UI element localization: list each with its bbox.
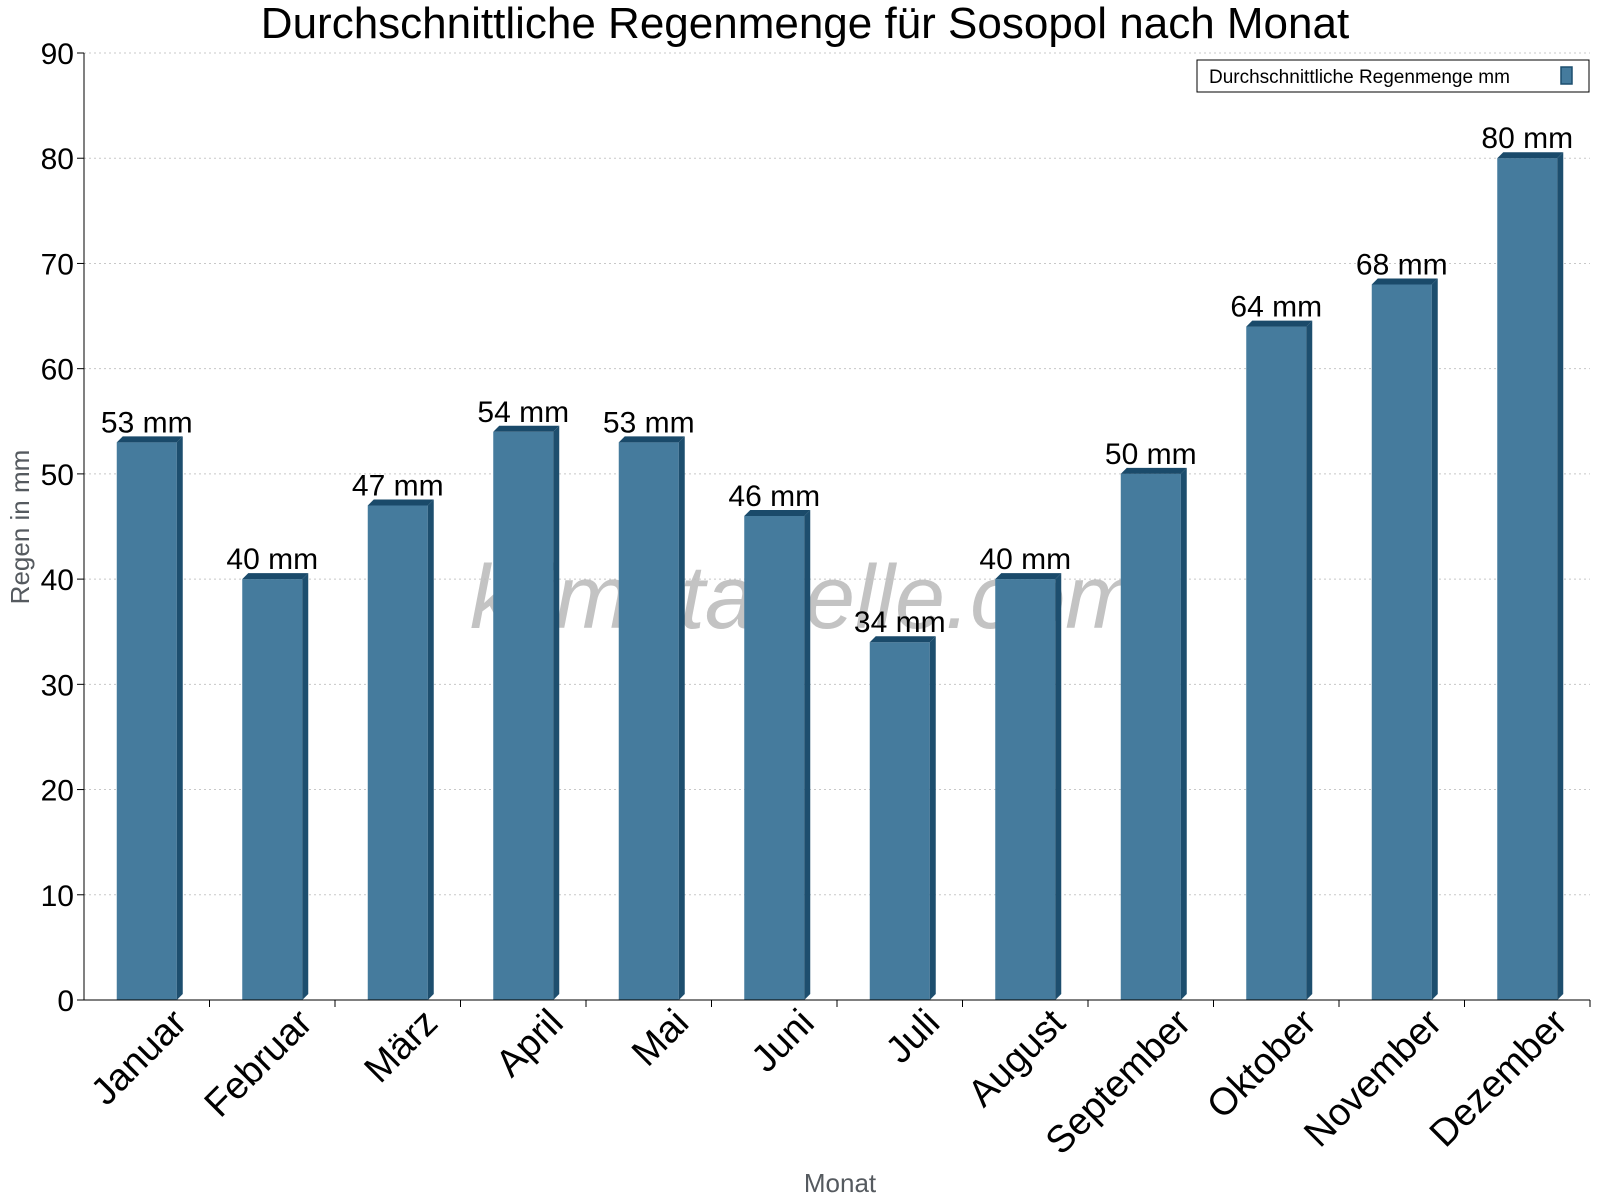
bar-front: [869, 642, 930, 1000]
bar-front: [1371, 284, 1432, 1000]
x-tick-label: April: [488, 1002, 571, 1085]
legend-label: Durchschnittliche Regenmenge mm: [1209, 67, 1510, 88]
bar-top: [995, 573, 1062, 580]
y-tick-label: 50: [41, 459, 74, 492]
x-tick-label: März: [357, 1002, 446, 1091]
chart-title: Durchschnittliche Regenmenge für Sosopol…: [261, 0, 1349, 48]
bar-side: [678, 436, 685, 1000]
bar-september: [1120, 467, 1187, 1000]
bar-top: [1246, 320, 1313, 327]
axes: [77, 52, 1591, 1007]
gridlines: [84, 52, 1590, 896]
x-tick-label: Dezember: [1422, 1001, 1576, 1155]
y-tick-label: 60: [41, 354, 74, 387]
bar-side: [1431, 278, 1438, 1000]
x-tick-label: Mai: [624, 1002, 697, 1075]
y-tick-label: 10: [41, 880, 74, 913]
bar-front: [116, 442, 177, 1000]
y-axis-title: Regen in mm: [5, 450, 35, 605]
y-tick-label: 30: [41, 669, 74, 702]
bar-top: [869, 636, 936, 643]
bar-side: [302, 573, 309, 1000]
bar-front: [1246, 326, 1307, 1001]
x-tick-labels: Januar Februar März April Mai Juni Juli AugustS…: [83, 1001, 1576, 1162]
x-tick-label: Februar: [197, 1001, 321, 1125]
bar-juni: [744, 509, 811, 1000]
data-label: 54 mm: [477, 396, 569, 429]
bar-side: [929, 636, 936, 1000]
y-tick-label: 20: [41, 775, 74, 808]
y-tick-labels: 0 10 20 30 40 50 60 70 80 90: [41, 38, 74, 1018]
bar-front: [242, 579, 303, 1000]
bar-top: [618, 436, 685, 443]
bar-top: [367, 499, 434, 506]
bar-top: [744, 509, 811, 516]
bar-front: [1497, 158, 1558, 1000]
bar-top: [1120, 467, 1187, 474]
data-label: 53 mm: [101, 406, 193, 439]
data-label: 34 mm: [854, 606, 946, 639]
data-label: 68 mm: [1356, 248, 1448, 281]
bar-november: [1371, 278, 1438, 1000]
bar-top: [1371, 278, 1438, 285]
data-label: 47 mm: [352, 469, 444, 502]
bar-front: [367, 505, 428, 1000]
bar-side: [1180, 467, 1187, 1000]
bar-front: [995, 579, 1056, 1000]
bar-februar: [242, 573, 309, 1000]
bar-side: [176, 436, 183, 1000]
y-tick-label: 70: [41, 248, 74, 281]
data-label: 53 mm: [603, 406, 695, 439]
bar-series: [116, 152, 1564, 1001]
x-tick-label: August: [960, 1001, 1074, 1115]
x-tick-label: Juli: [878, 1002, 948, 1072]
legend: Durchschnittliche Regenmenge mm: [1196, 59, 1590, 93]
bar-dezember: [1497, 152, 1564, 1000]
y-tick-label: 90: [41, 38, 74, 71]
data-label: 40 mm: [226, 543, 318, 576]
bar-top: [116, 436, 183, 443]
bar-side: [1557, 152, 1564, 1000]
bar-side: [804, 509, 811, 1000]
bar-märz: [367, 499, 434, 1000]
bar-front: [493, 431, 554, 1000]
bar-august: [995, 573, 1062, 1000]
legend-swatch: [1560, 66, 1573, 85]
legend-box: [1196, 59, 1590, 93]
y-tick-label: 0: [57, 985, 74, 1018]
bar-front: [1120, 473, 1181, 1000]
bar-front: [744, 515, 805, 1000]
bar-side: [553, 425, 560, 1000]
x-tick-label: Oktober: [1199, 1001, 1325, 1127]
bar-side: [1306, 320, 1313, 1001]
x-axis-title: Monat: [804, 1168, 877, 1198]
data-label: 64 mm: [1230, 291, 1322, 324]
bar-juli: [869, 636, 936, 1000]
bar-januar: [116, 436, 183, 1000]
bar-side: [427, 499, 434, 1000]
bar-mai: [618, 436, 685, 1000]
data-label: 40 mm: [979, 543, 1071, 576]
y-tick-label: 40: [41, 564, 74, 597]
x-tick-label: Juni: [744, 1002, 823, 1081]
bar-april: [493, 425, 560, 1000]
bar-front: [618, 442, 679, 1000]
data-label: 80 mm: [1481, 122, 1573, 155]
bar-side: [1055, 573, 1062, 1000]
bar-top: [1497, 152, 1564, 159]
bar-top: [493, 425, 560, 432]
x-tick-label: Januar: [83, 1001, 195, 1113]
bar-top: [242, 573, 309, 580]
data-labels: 53 mm 40 mm 47 mm 54 mm 53 mm 46 mm 34 mm 40 mm…: [101, 122, 1573, 639]
data-label: 50 mm: [1105, 438, 1197, 471]
bar-oktober: [1246, 320, 1313, 1001]
data-label: 46 mm: [728, 480, 820, 513]
y-tick-label: 80: [41, 143, 74, 176]
